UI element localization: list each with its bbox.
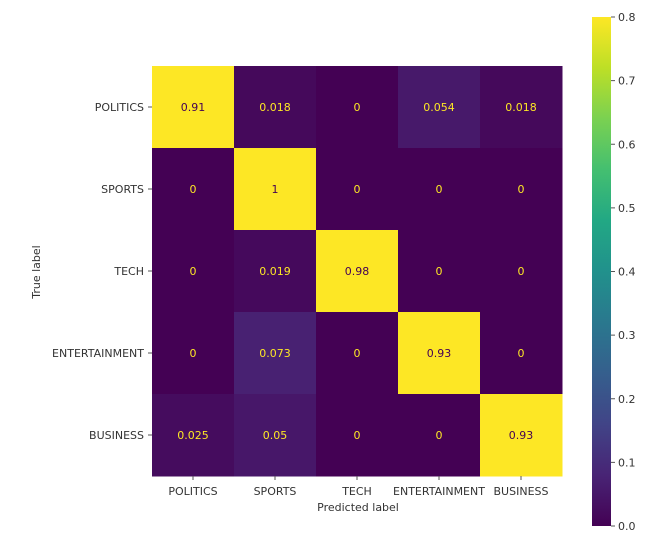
cell-value-4-4: 0.93 [509,429,534,442]
cell-value-0-0: 0.91 [181,101,206,114]
cell-value-4-3: 0 [436,429,443,442]
y-axis-label: True label [30,245,43,299]
x-tick-label: TECH [341,485,372,498]
cell-2-3 [398,230,481,313]
y-tick-label: BUSINESS [89,429,144,442]
cell-0-3 [398,66,481,149]
cell-2-0 [152,230,235,313]
cell-value-0-2: 0 [354,101,361,114]
cell-3-3 [398,312,481,395]
cell-value-1-2: 0 [354,183,361,196]
y-tick-label: POLITICS [95,101,144,114]
cell-value-2-1: 0.019 [259,265,291,278]
cell-1-0 [152,148,235,231]
cell-3-2 [316,312,399,395]
cell-2-4 [480,230,563,313]
cell-value-3-1: 0.073 [259,347,291,360]
cell-value-1-1: 1 [272,183,279,196]
cell-value-1-3: 0 [436,183,443,196]
colorbar-tick-label: 0.0 [618,520,636,533]
cell-value-3-4: 0 [518,347,525,360]
cell-2-1 [234,230,317,313]
cell-2-2 [316,230,399,313]
x-tick-labels: POLITICS SPORTS TECH ENTERTAINMENT BUSINESS [168,476,549,498]
cell-1-2 [316,148,399,231]
cell-0-0 [152,66,235,149]
cell-1-4 [480,148,563,231]
cell-4-3 [398,394,481,477]
cell-value-1-4: 0 [518,183,525,196]
colorbar-tick-label: 0.5 [618,202,636,215]
cell-value-3-0: 0 [190,347,197,360]
cell-value-1-0: 0 [190,183,197,196]
cell-value-3-2: 0 [354,347,361,360]
cell-value-2-0: 0 [190,265,197,278]
cell-value-4-0: 0.025 [177,429,209,442]
colorbar-gradient [592,17,611,526]
cell-value-3-3: 0.93 [427,347,452,360]
cell-3-1 [234,312,317,395]
cell-0-1 [234,66,317,149]
cell-4-2 [316,394,399,477]
x-tick-label: SPORTS [254,485,297,498]
x-tick-label: ENTERTAINMENT [393,485,485,498]
colorbar-tick-label: 0.8 [618,11,636,24]
x-tick-label: POLITICS [168,485,217,498]
colorbar-tick-label: 0.4 [618,266,636,279]
cell-4-1 [234,394,317,477]
cell-value-2-4: 0 [518,265,525,278]
x-tick-label: BUSINESS [494,485,549,498]
colorbar-tick-label: 0.1 [618,456,636,469]
colorbar: 0.0 0.1 0.2 0.3 0.4 0.5 0.6 0.7 0.8 [592,11,636,533]
cell-value-0-3: 0.054 [423,101,455,114]
y-tick-label: SPORTS [101,183,144,196]
cell-0-4 [480,66,563,149]
y-tick-label: ENTERTAINMENT [52,347,144,360]
y-tick-labels: POLITICS SPORTS TECH ENTERTAINMENT BUSINESS [52,101,152,442]
matrix-plot-area: 0.91 0.018 0 0.054 0.018 0 1 0 0 0 0 0.019 0.98 0 0 0 0.… [152,66,563,477]
cell-value-0-4: 0.018 [505,101,537,114]
cell-value-4-1: 0.05 [263,429,288,442]
cell-4-4 [480,394,563,477]
cell-3-4 [480,312,563,395]
x-axis-label: Predicted label [317,501,399,514]
y-tick-label: TECH [113,265,144,278]
colorbar-tick-label: 0.6 [618,138,636,151]
colorbar-tick-label: 0.2 [618,393,636,406]
cell-value-0-1: 0.018 [259,101,291,114]
cell-3-0 [152,312,235,395]
cell-value-2-3: 0 [436,265,443,278]
cell-value-4-2: 0 [354,429,361,442]
colorbar-tick-label: 0.7 [618,75,636,88]
cell-value-2-2: 0.98 [345,265,370,278]
cell-1-1 [234,148,317,231]
colorbar-tick-label: 0.3 [618,329,636,342]
cell-1-3 [398,148,481,231]
cell-4-0 [152,394,235,477]
cell-0-2 [316,66,399,149]
